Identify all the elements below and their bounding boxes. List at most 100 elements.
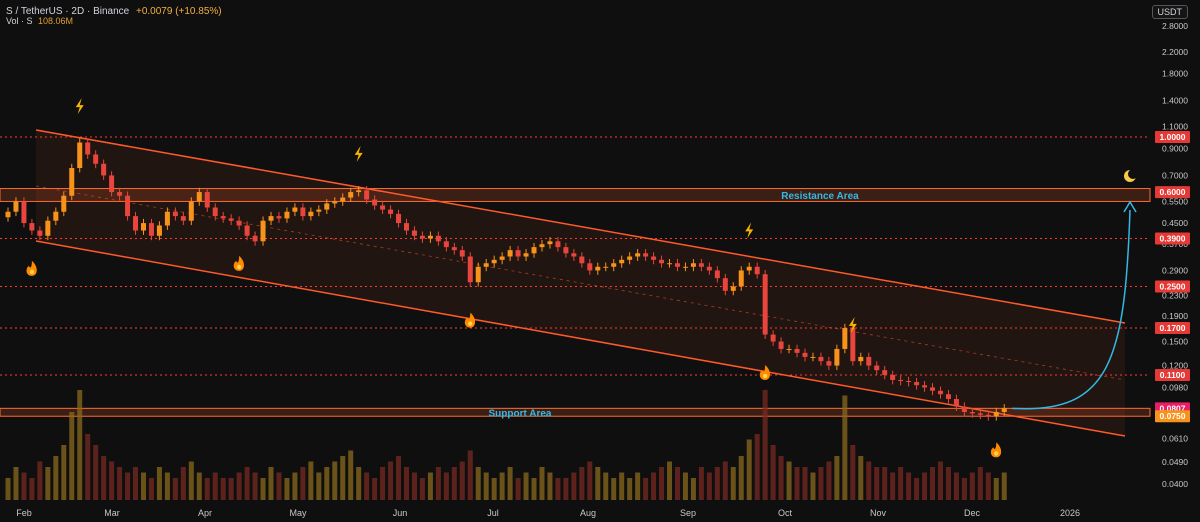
candle <box>603 266 609 268</box>
candle <box>794 348 800 353</box>
volume-bar <box>164 472 170 500</box>
channel-mid-line <box>35 185 1126 381</box>
candle <box>515 250 521 257</box>
candle <box>746 266 752 271</box>
volume-bar <box>21 472 27 500</box>
volume-bar <box>69 412 75 500</box>
candle <box>977 413 983 415</box>
candle <box>156 225 162 236</box>
volume-bar <box>61 445 67 500</box>
candle <box>563 247 569 254</box>
volume-bar <box>858 456 864 500</box>
volume-bar <box>244 467 250 500</box>
candle <box>714 270 720 279</box>
candle <box>778 341 784 349</box>
volume-bar <box>93 445 99 500</box>
candle <box>308 211 314 217</box>
volume-bar <box>945 467 951 500</box>
volume-bar <box>77 390 83 500</box>
volume-bar <box>826 461 832 500</box>
volume-bar <box>172 478 178 500</box>
moon-cutout <box>1128 169 1138 179</box>
volume-bar <box>794 467 800 500</box>
volume-bar <box>810 472 816 500</box>
candle <box>953 399 959 407</box>
volume-bar <box>396 456 402 500</box>
candle <box>914 382 920 386</box>
volume-bar <box>356 467 362 500</box>
volume-bar <box>977 467 983 500</box>
volume-bar <box>674 467 680 500</box>
candle <box>13 201 19 212</box>
candle <box>882 370 888 375</box>
x-tick-label: May <box>289 508 307 518</box>
volume-bar <box>196 472 202 500</box>
candle <box>993 412 999 417</box>
candle <box>244 225 250 236</box>
volume-bar <box>571 472 577 500</box>
candle <box>228 218 234 221</box>
candle <box>945 394 951 400</box>
volume-bar <box>507 467 513 500</box>
candle <box>850 328 856 362</box>
candle <box>196 192 202 202</box>
y-tick-label: 0.0610 <box>1162 434 1188 444</box>
candle <box>643 253 649 257</box>
volume-bar <box>499 472 505 500</box>
x-tick-label: Jul <box>487 508 499 518</box>
volume-bar <box>690 478 696 500</box>
candle <box>69 168 75 196</box>
volume-bar <box>411 472 417 500</box>
candle <box>172 211 178 217</box>
x-tick-label: Aug <box>580 508 596 518</box>
volume-bar <box>850 445 856 500</box>
candle <box>188 201 194 221</box>
candle <box>61 195 67 212</box>
candle <box>587 263 593 271</box>
volume-bar <box>340 456 346 500</box>
candle <box>443 241 449 248</box>
candle <box>451 247 457 251</box>
level-price-label: 1.0000 <box>1160 132 1186 142</box>
candle <box>316 209 322 212</box>
candle <box>770 334 776 342</box>
candle <box>730 286 736 291</box>
candle <box>236 220 242 226</box>
y-tick-label: 0.0400 <box>1162 479 1188 489</box>
channel-lower-line <box>35 240 1126 437</box>
volume-bar <box>770 445 776 500</box>
volume-bar <box>300 467 306 500</box>
currency-button[interactable]: USDT <box>1151 5 1188 19</box>
candle <box>220 216 226 219</box>
area-label-0: Resistance Area <box>781 191 859 202</box>
y-tick-label: 1.4000 <box>1162 96 1188 106</box>
x-tick-label: Nov <box>870 508 887 518</box>
candle <box>268 216 274 221</box>
volume-bar <box>188 461 194 500</box>
volume-bar <box>714 467 720 500</box>
volume-bar <box>922 472 928 500</box>
candle <box>404 223 409 231</box>
volume-bar <box>730 467 736 500</box>
resistance-price-label: 0.6000 <box>1160 187 1186 197</box>
y-tick-label: 0.4500 <box>1162 218 1188 228</box>
candle <box>117 192 123 196</box>
x-tick-label: Sep <box>680 508 696 518</box>
volume-bar <box>906 472 912 500</box>
x-tick-label: Jun <box>393 508 408 518</box>
volume-bar <box>659 467 665 500</box>
candle <box>985 414 991 417</box>
volume-bar <box>125 472 131 500</box>
candle <box>531 247 537 254</box>
candle <box>937 390 943 395</box>
volume-bar <box>563 478 569 500</box>
level-price-label-bg <box>1155 130 1190 143</box>
volume-bar <box>834 456 840 500</box>
y-tick-label: 0.1500 <box>1162 337 1188 347</box>
candle <box>961 406 967 413</box>
candle <box>419 235 425 239</box>
candle <box>738 270 744 287</box>
candle <box>388 209 394 214</box>
volume-header: Vol · S 108.06M <box>6 16 73 26</box>
